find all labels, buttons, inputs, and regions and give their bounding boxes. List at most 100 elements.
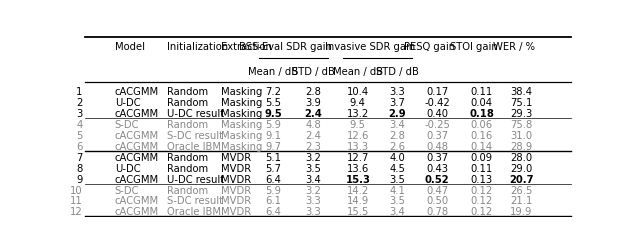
Text: 29.3: 29.3	[510, 109, 532, 119]
Text: 4.1: 4.1	[390, 185, 405, 195]
Text: 14.9: 14.9	[347, 196, 369, 206]
Text: WER / %: WER / %	[493, 42, 535, 52]
Text: Random: Random	[167, 98, 208, 108]
Text: Masking: Masking	[221, 131, 263, 141]
Text: 0.18: 0.18	[469, 109, 494, 119]
Text: 0.12: 0.12	[470, 196, 493, 206]
Text: Random: Random	[167, 152, 208, 163]
Text: 5.7: 5.7	[266, 163, 282, 173]
Text: 9.5: 9.5	[350, 120, 366, 130]
Text: Oracle IBM: Oracle IBM	[167, 207, 221, 217]
Text: 12.6: 12.6	[347, 131, 369, 141]
Text: 0.09: 0.09	[470, 152, 493, 163]
Text: 3.4: 3.4	[305, 174, 321, 184]
Text: 4: 4	[76, 120, 83, 130]
Text: 8: 8	[76, 163, 83, 173]
Text: 0.11: 0.11	[470, 163, 493, 173]
Text: 12.7: 12.7	[347, 152, 369, 163]
Text: 14.2: 14.2	[347, 185, 369, 195]
Text: 2.4: 2.4	[304, 109, 322, 119]
Text: MVDR: MVDR	[221, 196, 252, 206]
Text: Extraction: Extraction	[221, 42, 272, 52]
Text: 31.0: 31.0	[510, 131, 532, 141]
Text: 2.4: 2.4	[305, 131, 321, 141]
Text: Random: Random	[167, 120, 208, 130]
Text: 2.3: 2.3	[305, 142, 321, 152]
Text: U-DC result: U-DC result	[167, 174, 224, 184]
Text: cACGMM: cACGMM	[115, 142, 159, 152]
Text: 15.5: 15.5	[347, 207, 369, 217]
Text: Masking: Masking	[221, 142, 263, 152]
Text: Masking: Masking	[221, 109, 263, 119]
Text: 28.9: 28.9	[510, 142, 532, 152]
Text: 9.1: 9.1	[266, 131, 282, 141]
Text: STOI gain: STOI gain	[451, 42, 498, 52]
Text: 0.78: 0.78	[426, 207, 448, 217]
Text: 3.5: 3.5	[390, 174, 405, 184]
Text: 1: 1	[76, 87, 83, 97]
Text: 13.2: 13.2	[347, 109, 369, 119]
Text: 0.16: 0.16	[470, 131, 493, 141]
Text: MVDR: MVDR	[221, 207, 252, 217]
Text: cACGMM: cACGMM	[115, 87, 159, 97]
Text: 5.9: 5.9	[266, 120, 282, 130]
Text: BSS-Eval SDR gain: BSS-Eval SDR gain	[239, 42, 332, 52]
Text: 3.9: 3.9	[305, 98, 321, 108]
Text: 26.5: 26.5	[510, 185, 532, 195]
Text: 10.4: 10.4	[347, 87, 369, 97]
Text: MVDR: MVDR	[221, 174, 252, 184]
Text: 2.6: 2.6	[389, 142, 406, 152]
Text: Masking: Masking	[221, 87, 263, 97]
Text: 15.3: 15.3	[346, 174, 370, 184]
Text: STD / dB: STD / dB	[376, 67, 419, 77]
Text: 0.37: 0.37	[426, 131, 448, 141]
Text: STD / dB: STD / dB	[292, 67, 335, 77]
Text: 5.1: 5.1	[266, 152, 282, 163]
Text: 0.11: 0.11	[470, 87, 493, 97]
Text: 0.37: 0.37	[426, 152, 448, 163]
Text: 6.4: 6.4	[266, 174, 282, 184]
Text: MVDR: MVDR	[221, 152, 252, 163]
Text: U-DC: U-DC	[115, 163, 140, 173]
Text: 0.40: 0.40	[426, 109, 448, 119]
Text: 0.14: 0.14	[470, 142, 493, 152]
Text: 2.8: 2.8	[390, 131, 405, 141]
Text: 13.6: 13.6	[347, 163, 369, 173]
Text: 75.1: 75.1	[510, 98, 532, 108]
Text: 19.9: 19.9	[510, 207, 532, 217]
Text: 2: 2	[76, 98, 83, 108]
Text: cACGMM: cACGMM	[115, 131, 159, 141]
Text: 6.1: 6.1	[266, 196, 282, 206]
Text: 4.8: 4.8	[305, 120, 321, 130]
Text: 6.4: 6.4	[266, 207, 282, 217]
Text: 9.4: 9.4	[350, 98, 365, 108]
Text: cACGMM: cACGMM	[115, 174, 159, 184]
Text: 0.17: 0.17	[426, 87, 448, 97]
Text: 0.43: 0.43	[426, 163, 448, 173]
Text: 3.5: 3.5	[305, 163, 321, 173]
Text: 20.7: 20.7	[509, 174, 534, 184]
Text: U-DC result: U-DC result	[167, 109, 224, 119]
Text: 3.5: 3.5	[390, 196, 405, 206]
Text: 0.48: 0.48	[426, 142, 448, 152]
Text: Random: Random	[167, 87, 208, 97]
Text: PESQ gain: PESQ gain	[404, 42, 455, 52]
Text: 28.0: 28.0	[510, 152, 532, 163]
Text: Mean / dB: Mean / dB	[248, 67, 298, 77]
Text: cACGMM: cACGMM	[115, 207, 159, 217]
Text: Mean / dB: Mean / dB	[333, 67, 383, 77]
Text: 3.4: 3.4	[390, 207, 405, 217]
Text: cACGMM: cACGMM	[115, 109, 159, 119]
Text: Oracle IBM: Oracle IBM	[167, 142, 221, 152]
Text: Random: Random	[167, 185, 208, 195]
Text: 0.12: 0.12	[470, 185, 493, 195]
Text: 11: 11	[70, 196, 83, 206]
Text: -0.42: -0.42	[424, 98, 450, 108]
Text: 0.06: 0.06	[470, 120, 493, 130]
Text: 7: 7	[76, 152, 83, 163]
Text: 5.5: 5.5	[266, 98, 282, 108]
Text: 4.5: 4.5	[390, 163, 405, 173]
Text: 9: 9	[76, 174, 83, 184]
Text: 3.7: 3.7	[390, 98, 405, 108]
Text: 2.8: 2.8	[305, 87, 321, 97]
